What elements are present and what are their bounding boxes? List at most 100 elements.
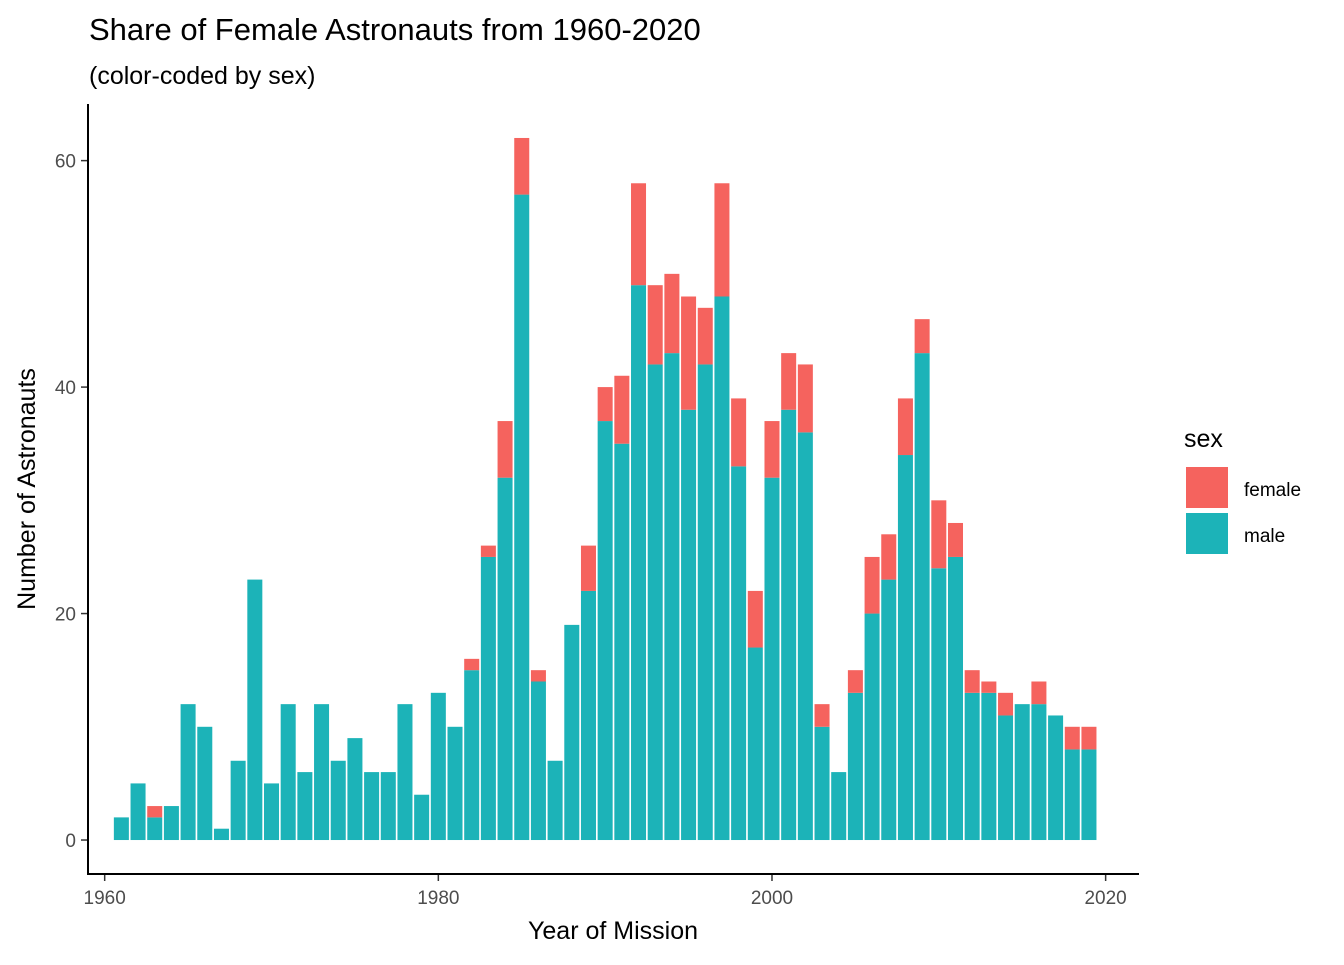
- bar-female-2018: [1064, 726, 1080, 750]
- bar-male-1989: [580, 590, 596, 841]
- bar-female-1994: [664, 273, 680, 354]
- x-tick-label: 2000: [751, 888, 793, 909]
- bar-male-1980: [430, 692, 446, 841]
- bar-male-1972: [297, 772, 313, 841]
- bar-male-1971: [280, 704, 296, 841]
- bar-female-1985: [514, 137, 530, 195]
- bar-male-2006: [864, 613, 880, 841]
- bar-male-1973: [314, 704, 330, 841]
- bar-male-2011: [947, 556, 963, 841]
- y-tick-label: 20: [55, 605, 76, 626]
- x-tick-label: 2020: [1084, 888, 1126, 909]
- bars-layer: [113, 137, 1097, 841]
- bar-male-1988: [564, 624, 580, 841]
- bar-female-2012: [964, 670, 980, 693]
- bar-male-2009: [914, 353, 930, 841]
- bar-female-2006: [864, 556, 880, 614]
- bar-female-2009: [914, 319, 930, 354]
- bar-female-1997: [714, 183, 730, 297]
- bar-male-1964: [163, 806, 179, 841]
- bar-female-1984: [497, 421, 513, 478]
- bar-male-1977: [380, 772, 396, 841]
- bar-female-1996: [697, 307, 713, 365]
- bar-male-1998: [731, 466, 747, 841]
- bar-male-1967: [213, 828, 229, 841]
- bar-male-1993: [647, 364, 663, 841]
- legend-title: sex: [1184, 425, 1223, 453]
- bar-male-2007: [881, 579, 897, 841]
- bar-male-2017: [1048, 715, 1064, 841]
- bar-male-2005: [847, 692, 863, 841]
- bar-female-2011: [947, 522, 963, 557]
- bar-male-1990: [597, 421, 613, 841]
- bar-male-1986: [530, 681, 546, 841]
- chart-subtitle: (color-coded by sex): [89, 62, 315, 90]
- legend: sex female male: [1184, 425, 1301, 554]
- x-tick-label: 1960: [84, 888, 126, 909]
- bar-male-2004: [831, 772, 847, 841]
- bar-male-1982: [464, 670, 480, 841]
- x-axis-ticks: 1960 1980 2000 2020: [84, 874, 1127, 909]
- bar-male-1984: [497, 477, 513, 841]
- x-axis-title: Year of Mission: [528, 917, 698, 945]
- bar-male-1962: [130, 783, 146, 841]
- bar-male-1978: [397, 704, 413, 841]
- legend-item-female: female: [1186, 467, 1301, 508]
- bar-male-1991: [614, 443, 630, 841]
- legend-swatch-female: [1186, 467, 1228, 508]
- bar-male-1976: [364, 772, 380, 841]
- bar-female-2008: [897, 398, 913, 456]
- bar-female-2014: [998, 692, 1014, 716]
- bar-male-2014: [998, 715, 1014, 841]
- bar-female-2013: [981, 681, 997, 693]
- bar-male-1968: [230, 760, 246, 841]
- bar-male-1994: [664, 353, 680, 841]
- bar-male-1985: [514, 194, 530, 841]
- y-tick-label: 60: [55, 152, 76, 173]
- bar-female-1983: [480, 545, 496, 557]
- bar-male-2003: [814, 726, 830, 841]
- bar-male-1983: [480, 556, 496, 841]
- bar-male-1995: [681, 409, 697, 841]
- bar-female-1992: [631, 183, 647, 286]
- bar-female-2007: [881, 534, 897, 580]
- bar-male-1996: [697, 364, 713, 841]
- bar-female-1999: [747, 590, 763, 648]
- bar-female-2005: [847, 670, 863, 693]
- bar-male-1981: [447, 726, 463, 841]
- bar-female-1998: [731, 398, 747, 467]
- bar-female-1986: [530, 670, 546, 682]
- legend-label-male: male: [1244, 526, 1285, 547]
- bar-male-2018: [1064, 749, 1080, 841]
- x-tick-label: 1980: [417, 888, 459, 909]
- bar-male-1974: [330, 760, 346, 841]
- bar-male-2001: [781, 409, 797, 841]
- bar-female-2001: [781, 353, 797, 410]
- bar-male-2013: [981, 692, 997, 841]
- bar-male-2016: [1031, 704, 1047, 841]
- legend-label-female: female: [1244, 480, 1301, 501]
- bar-female-2003: [814, 704, 830, 727]
- bar-female-1995: [681, 296, 697, 410]
- bar-male-1997: [714, 296, 730, 841]
- bar-female-2002: [797, 364, 813, 433]
- bar-male-1999: [747, 647, 763, 841]
- bar-male-1987: [547, 760, 563, 841]
- y-axis-title: Number of Astronauts: [13, 368, 41, 610]
- bar-male-1992: [631, 285, 647, 841]
- bar-male-2012: [964, 692, 980, 841]
- bar-male-1965: [180, 704, 196, 841]
- bar-male-1963: [147, 817, 163, 841]
- y-tick-label: 40: [55, 378, 76, 399]
- bar-male-1966: [197, 726, 213, 841]
- bar-male-2010: [931, 568, 947, 841]
- bar-male-2000: [764, 477, 780, 841]
- y-tick-label: 0: [65, 831, 76, 852]
- bar-female-2010: [931, 500, 947, 569]
- bar-male-1970: [264, 783, 280, 841]
- legend-item-male: male: [1186, 513, 1285, 554]
- bar-female-1993: [647, 285, 663, 365]
- bar-female-2000: [764, 421, 780, 478]
